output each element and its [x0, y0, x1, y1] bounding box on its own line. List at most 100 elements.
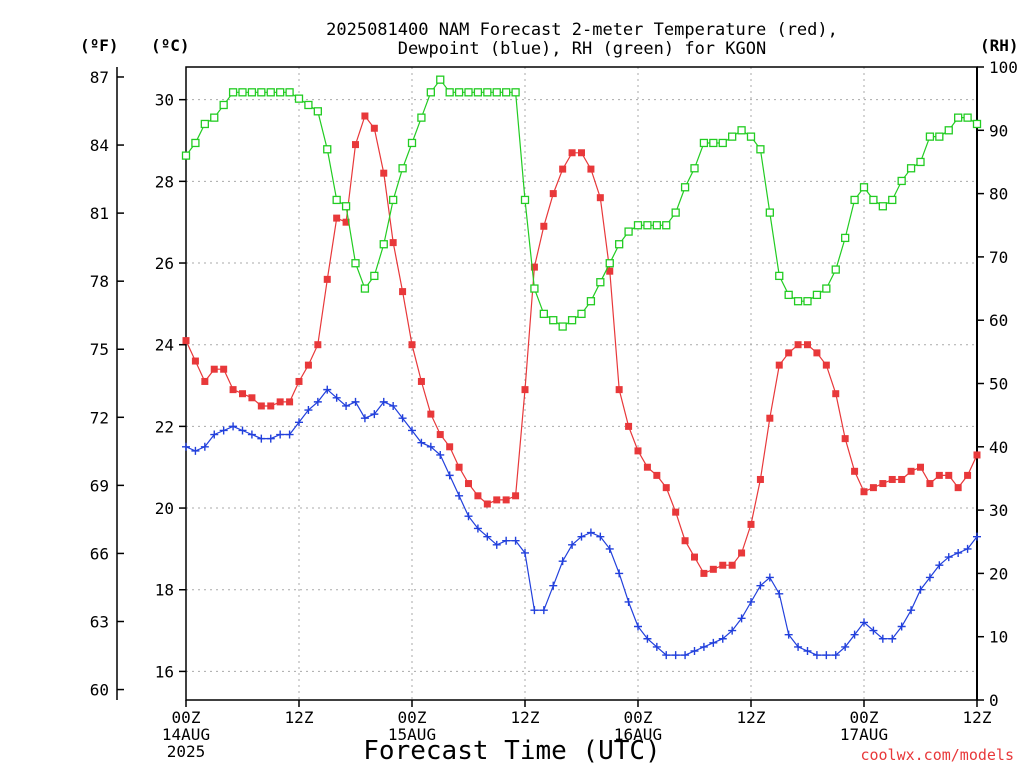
- temperature-point: [568, 149, 576, 157]
- dewpoint-point: [944, 553, 953, 562]
- dewpoint-point: [229, 422, 238, 431]
- rh-point: [558, 322, 567, 331]
- dewpoint-point: [718, 634, 727, 643]
- temperature-point: [775, 361, 783, 369]
- temperature-point: [794, 341, 802, 349]
- dewpoint-point: [803, 646, 812, 655]
- dewpoint-point: [389, 401, 398, 410]
- dewpoint-point: [182, 442, 190, 451]
- rh-point: [530, 284, 539, 293]
- rh-point: [643, 221, 652, 230]
- celsius-tick-label: 22: [155, 417, 174, 436]
- rh-point: [426, 88, 435, 97]
- temperature-point: [700, 569, 708, 577]
- x-tick-label: 00Z: [172, 708, 201, 727]
- rh-point: [784, 290, 793, 300]
- fahrenheit-tick-label: 87: [90, 68, 109, 87]
- rh-point: [841, 233, 850, 243]
- dewpoint-point: [313, 397, 322, 406]
- celsius-tick-label: 24: [155, 336, 174, 355]
- rh-point: [756, 145, 765, 154]
- x-tick-label: 00Z: [850, 708, 879, 727]
- dewpoint-point: [709, 638, 718, 647]
- rh-point: [822, 284, 831, 293]
- temperature-point: [427, 410, 435, 418]
- dewpoint-point: [897, 622, 906, 631]
- rh-point: [351, 259, 360, 268]
- rh-point: [728, 132, 737, 141]
- dewpoint-point: [285, 430, 294, 439]
- celsius-tick-label: 18: [155, 581, 174, 600]
- dewpoint-point: [831, 651, 840, 660]
- temperature-point: [417, 377, 425, 385]
- dewpoint-point: [634, 622, 642, 631]
- temperature-point: [408, 341, 416, 349]
- dewpoint-point: [907, 606, 916, 615]
- temperature-point: [804, 341, 811, 349]
- temperature-point: [257, 402, 265, 410]
- temperature-point: [879, 480, 887, 488]
- dewpoint-point: [191, 446, 200, 455]
- rh-point: [539, 309, 548, 319]
- rh-tick-label: 90: [989, 121, 1008, 140]
- dewpoint-point: [200, 442, 209, 451]
- rh-point: [360, 284, 370, 293]
- temperature-point: [935, 471, 943, 479]
- x-tick-label: 16AUG: [614, 725, 662, 744]
- celsius-tick-label: 28: [155, 172, 174, 191]
- tick-labels: 16 18 20 22 24 26 28 30 60 63 66 69 72 75 78 81 84 87 0 10 2…: [90, 58, 1018, 761]
- rh-point: [266, 88, 275, 97]
- temperature-point: [191, 357, 199, 365]
- rh-point: [803, 297, 812, 306]
- rh-point: [417, 113, 426, 122]
- temperature-point: [474, 492, 482, 500]
- dewpoint-point: [681, 651, 690, 660]
- rh-point: [746, 132, 756, 141]
- dewpoint-point: [549, 581, 558, 590]
- rh-point: [454, 88, 464, 97]
- rh-point: [341, 202, 351, 211]
- rh-point: [897, 176, 906, 186]
- rh-point: [624, 227, 633, 236]
- dewpoint-point: [643, 634, 652, 643]
- celsius-tick-label: 20: [155, 499, 174, 518]
- x-tick-label: 15AUG: [388, 725, 436, 744]
- temperature-point: [323, 275, 331, 283]
- dewpoint-point: [257, 434, 266, 443]
- dewpoint-point: [577, 532, 586, 541]
- temperature-point: [606, 267, 614, 275]
- dewpoint-point: [671, 651, 680, 660]
- dewpoint-point: [445, 471, 454, 480]
- rh-tick-label: 60: [989, 311, 1008, 330]
- temperature-point: [521, 386, 529, 394]
- dewpoint-point: [247, 430, 256, 439]
- rh-point: [671, 208, 680, 217]
- temperature-point: [709, 565, 717, 573]
- fahrenheit-tick-label: 72: [90, 408, 109, 427]
- dewpoint-point: [360, 414, 369, 423]
- dewpoint-point: [464, 512, 473, 521]
- celsius-unit-label: (ºC): [151, 36, 190, 55]
- temperature-point: [954, 484, 962, 492]
- data-series: [181, 75, 982, 660]
- series-open-square: [181, 75, 982, 331]
- dewpoint-point: [925, 573, 934, 582]
- temperature-point: [549, 190, 557, 198]
- temperature-point: [888, 475, 896, 483]
- rh-point: [859, 183, 869, 192]
- dewpoint-point: [276, 430, 285, 439]
- dewpoint-point: [398, 414, 407, 423]
- dewpoint-point: [379, 397, 388, 406]
- x-tick-label: 12Z: [963, 708, 992, 727]
- temperature-point: [483, 500, 491, 508]
- temperature-point: [399, 288, 407, 296]
- dewpoint-point: [332, 393, 341, 402]
- rh-point: [888, 195, 897, 205]
- rh-point: [812, 290, 822, 300]
- rh-unit-label: (RH): [980, 36, 1019, 55]
- dewpoint-point: [728, 626, 737, 635]
- rh-tick-label: 100: [989, 58, 1018, 77]
- rh-point: [690, 164, 699, 173]
- temperature-point: [973, 451, 981, 459]
